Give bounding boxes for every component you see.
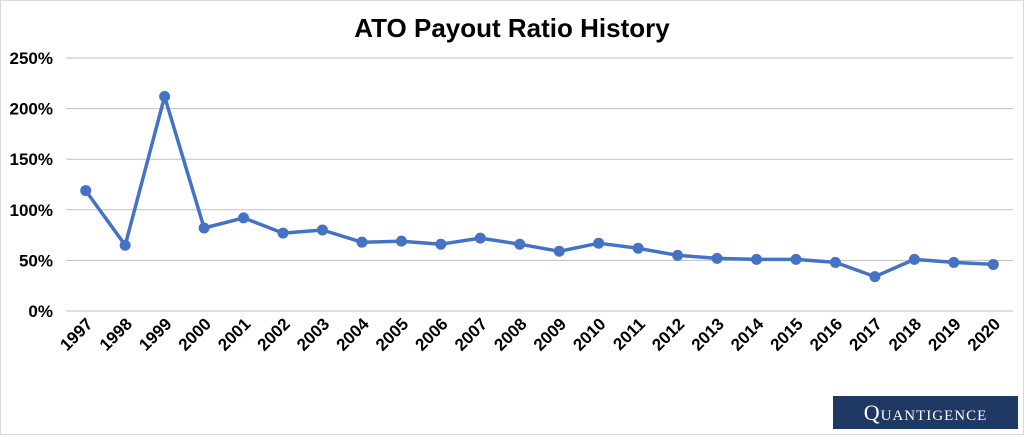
data-point xyxy=(672,249,684,261)
x-tick-label: 2006 xyxy=(411,314,451,354)
x-axis-ticks: 1997 1998 1999 2000 2001 2002 2003 2004 2005 2006… xyxy=(56,314,1004,355)
x-tick-label: 2018 xyxy=(885,314,925,354)
x-tick-label: 2009 xyxy=(530,314,570,354)
x-tick-label: 2000 xyxy=(175,314,215,354)
data-point xyxy=(711,252,723,264)
data-point xyxy=(435,238,447,250)
x-tick-label: 2005 xyxy=(372,314,412,354)
x-tick-label: 2015 xyxy=(767,314,807,354)
data-point xyxy=(159,90,171,102)
x-tick-label: 2011 xyxy=(609,314,649,354)
x-tick-label: 1999 xyxy=(135,314,175,354)
x-tick-label: 2016 xyxy=(806,314,846,354)
data-point xyxy=(277,227,289,239)
y-tick-label: 250% xyxy=(10,49,53,68)
brand-logo: Quantigence xyxy=(833,396,1018,429)
data-point xyxy=(593,237,605,249)
data-point xyxy=(119,239,131,251)
x-tick-label: 2019 xyxy=(924,314,964,354)
brand-name: Quantigence xyxy=(863,399,988,425)
data-point xyxy=(198,222,210,234)
data-point xyxy=(395,235,407,247)
data-points xyxy=(80,90,999,283)
x-tick-label: 2010 xyxy=(569,314,609,354)
data-point xyxy=(987,258,999,270)
x-tick-label: 2008 xyxy=(490,314,530,354)
data-point xyxy=(632,242,644,254)
x-tick-label: 2012 xyxy=(648,314,688,354)
data-point xyxy=(514,238,526,250)
y-axis-ticks: 0% 50% 100% 150% 200% 250% xyxy=(10,49,53,321)
x-tick-label: 2007 xyxy=(451,314,491,354)
x-tick-label: 2017 xyxy=(846,314,886,354)
data-point xyxy=(751,253,763,265)
data-point xyxy=(316,224,328,236)
y-tick-label: 0% xyxy=(28,302,53,321)
data-point xyxy=(553,245,565,257)
payout-ratio-line xyxy=(84,94,994,279)
y-tick-label: 50% xyxy=(19,251,53,270)
data-point xyxy=(869,271,881,283)
x-tick-label: 2013 xyxy=(688,314,728,354)
data-point xyxy=(908,253,920,265)
data-point xyxy=(80,185,92,197)
x-tick-label: 2003 xyxy=(293,314,333,354)
x-tick-label: 2014 xyxy=(727,314,768,355)
x-tick-label: 2002 xyxy=(254,314,294,354)
x-tick-label: 2004 xyxy=(333,314,374,355)
y-tick-label: 200% xyxy=(10,100,53,119)
x-tick-label: 1997 xyxy=(56,314,96,354)
gridlines xyxy=(66,57,1013,312)
data-point xyxy=(474,232,486,244)
y-tick-label: 100% xyxy=(10,201,53,220)
x-tick-label: 1998 xyxy=(96,314,136,354)
data-point xyxy=(790,253,802,265)
data-point xyxy=(829,256,841,268)
chart-title: ATO Payout Ratio History xyxy=(354,13,670,43)
x-tick-label: 2001 xyxy=(214,314,254,354)
data-point xyxy=(356,236,368,248)
y-tick-label: 150% xyxy=(10,150,53,169)
data-point xyxy=(948,256,960,268)
data-point xyxy=(238,212,250,224)
x-tick-label: 2020 xyxy=(964,314,1004,354)
